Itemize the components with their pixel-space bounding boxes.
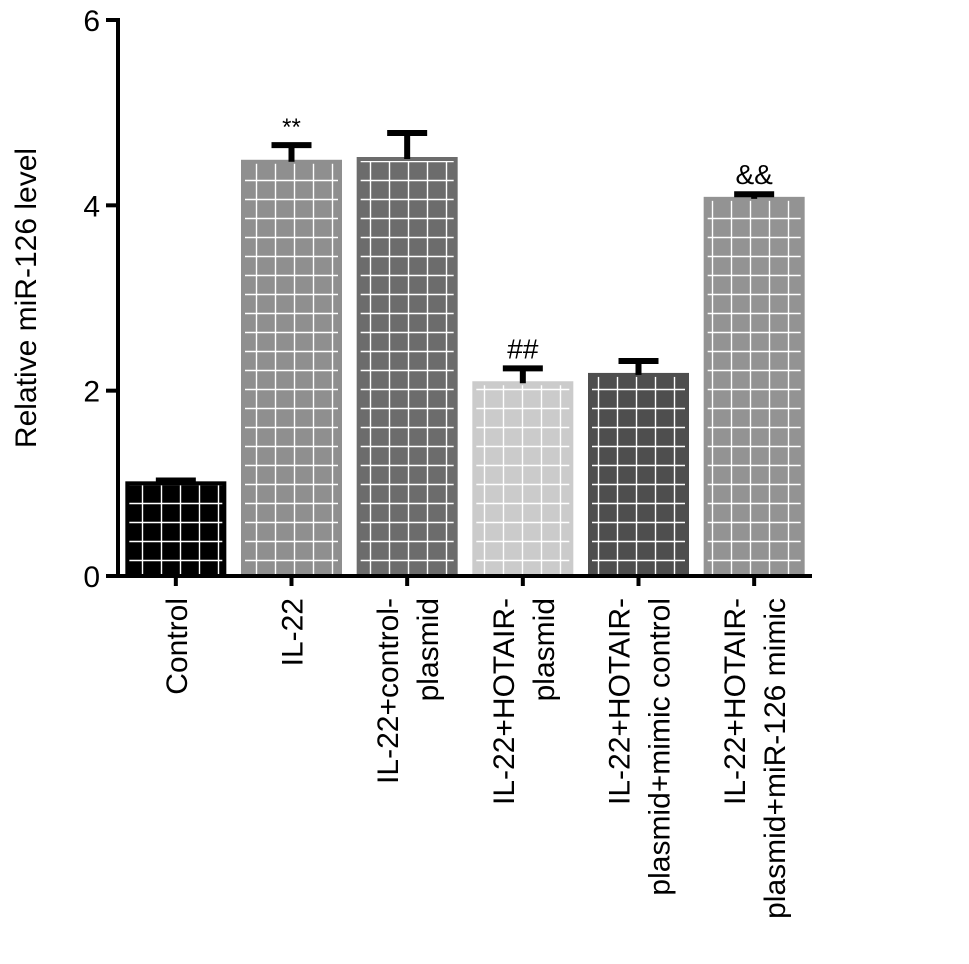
x-axis: Control IL-22 IL-22+control-plasmid IL-22+H… — [116, 574, 812, 919]
x-tick-label: IL-22+HOTAIR-plasmid — [488, 598, 561, 805]
x-tick-label: IL-22+HOTAIR-plasmid+mimic control — [604, 598, 677, 896]
x-tick-label: IL-22 — [277, 598, 310, 666]
bar — [703, 196, 805, 578]
bar — [356, 157, 458, 578]
bars: ** ## && — [125, 114, 805, 579]
x-tick-label: IL-22+HOTAIR-plasmid+miR-126 mimic — [719, 598, 792, 919]
bar — [241, 159, 342, 578]
y-axis: 0 2 4 6 — [83, 5, 120, 594]
significance-label: && — [735, 159, 773, 190]
bar — [588, 372, 689, 578]
y-tick-label: 0 — [83, 561, 100, 594]
significance-label: ## — [507, 333, 539, 364]
x-tick-label: IL-22+control-plasmid — [372, 598, 445, 784]
y-axis-title: Relative miR-126 level — [10, 148, 43, 448]
x-tick-label: Control — [161, 598, 194, 695]
y-tick-label: 4 — [83, 190, 100, 223]
bar — [472, 381, 574, 578]
bar — [125, 481, 227, 579]
y-tick-label: 6 — [83, 5, 100, 38]
significance-label: ** — [282, 114, 301, 141]
y-tick-label: 2 — [83, 376, 100, 409]
